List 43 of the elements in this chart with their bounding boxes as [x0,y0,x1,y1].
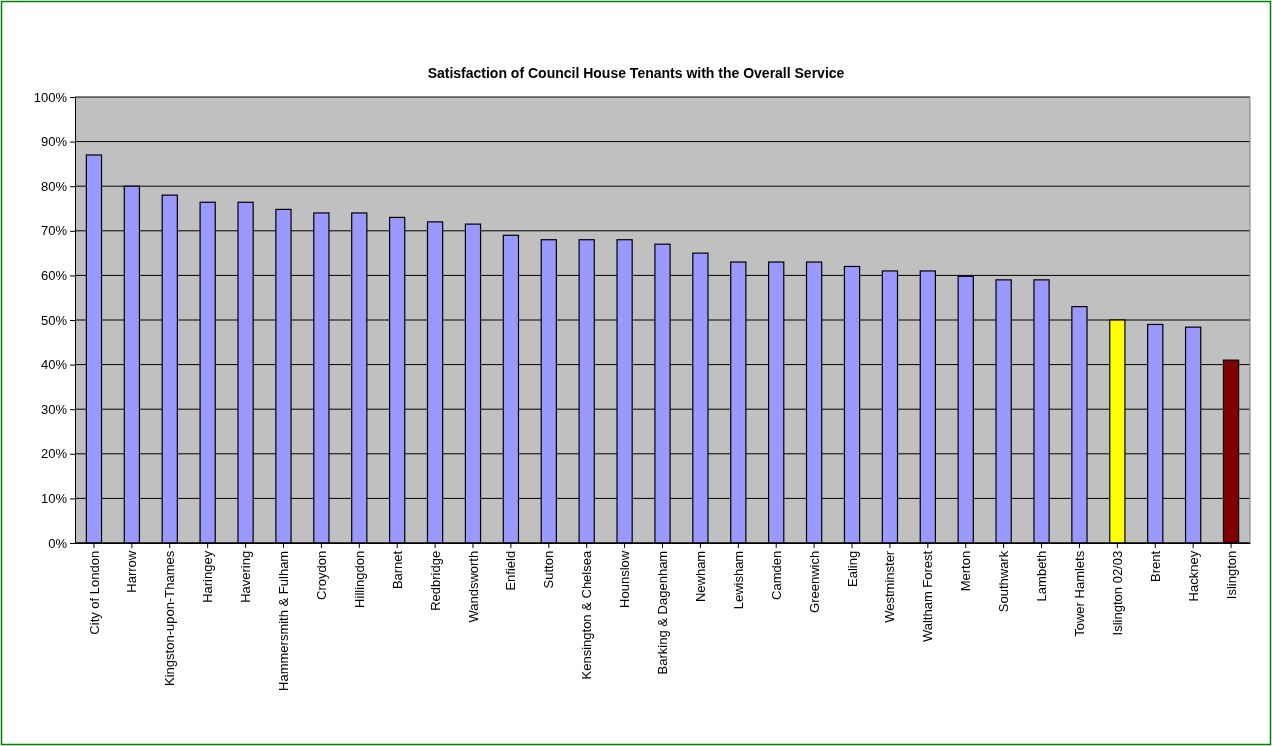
x-tick-label: Ealing [844,550,860,587]
x-tick-label: Brent [1147,550,1163,582]
y-tick-label: 10% [40,491,68,507]
x-tick-label: Haringey [200,550,216,603]
x-tick-label: Lewisham [730,550,746,610]
x-tick-label: Newham [692,550,708,603]
x-tick-label: Hammersmith & Fulham [276,550,292,691]
x-tick-label: Havering [238,550,254,603]
x-tick-label: Islington 02/03 [1109,550,1125,636]
x-tick-label: Hounslow [617,550,633,608]
y-tick-label: 40% [40,357,68,373]
x-tick-label: City of London [86,550,102,635]
y-tick-label: 100% [33,89,68,105]
x-tick-label: Southwark [996,550,1012,613]
y-tick-label: 90% [40,134,68,150]
x-tick-label: Harrow [124,550,140,593]
x-tick-label: Lambeth [1034,550,1050,602]
x-tick-label: Barking & Dagenham [655,550,671,675]
x-tick-label: Sutton [541,550,557,589]
x-tick-label: Greenwich [806,550,822,613]
x-tick-label: Waltham Forest [920,550,936,643]
y-tick-label: 0% [48,535,68,551]
x-tick-label: Barnet [389,550,405,590]
y-tick-label: 30% [40,401,68,417]
x-tick-label: Kensington & Chelsea [579,550,595,680]
x-tick-label: Westminster [882,550,898,623]
x-tick-label: Kingston-upon-Thames [162,550,178,686]
y-tick-label: 50% [40,312,68,328]
chart-title: Satisfaction of Council House Tenants with the Overall Service [427,65,845,81]
y-tick-label: 70% [40,223,68,239]
x-tick-label: Tower Hamlets [1071,550,1087,637]
x-tick-label: Croydon [313,550,329,600]
x-tick-label: Camden [768,550,784,600]
y-tick-label: 80% [40,178,68,194]
x-tick-label: Wandsworth [465,550,481,623]
y-tick-label: 60% [40,268,68,284]
x-tick-label: Islington [1223,550,1239,600]
x-tick-label: Hackney [1185,550,1201,602]
x-tick-label: Hillingdon [351,550,367,608]
x-tick-label: Merton [958,550,974,592]
x-tick-label: Redbridge [427,550,443,611]
x-tick-label: Enfield [503,550,519,591]
y-tick-label: 20% [40,446,68,462]
